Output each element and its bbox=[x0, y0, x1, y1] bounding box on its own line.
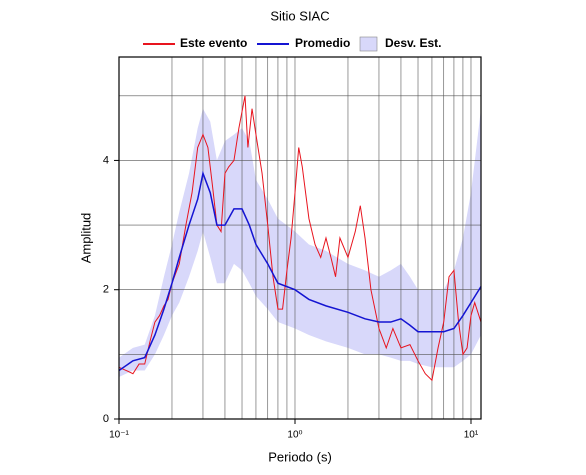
legend-swatch bbox=[359, 36, 378, 52]
legend-label: Este evento bbox=[180, 36, 247, 50]
x-tick-label: 10⁻¹ bbox=[109, 430, 129, 441]
x-tick-label: 10⁰ bbox=[287, 430, 302, 441]
plot-frame bbox=[118, 56, 482, 420]
data-line bbox=[118, 95, 482, 382]
x-tick-label: 10¹ bbox=[464, 430, 479, 441]
y-tick-label: 4 bbox=[103, 154, 109, 166]
legend-label: Desv. Est. bbox=[385, 36, 441, 50]
legend-label: Promedio bbox=[295, 36, 350, 50]
data-line bbox=[118, 170, 482, 372]
y-axis-label: Amplitud bbox=[78, 213, 93, 264]
chart-title: Sitio SIAC bbox=[270, 8, 329, 23]
std-band bbox=[119, 108, 481, 377]
y-tick-label: 2 bbox=[103, 284, 109, 296]
x-axis-label: Periodo (s) bbox=[268, 449, 332, 464]
y-tick-label: 0 bbox=[103, 413, 109, 425]
